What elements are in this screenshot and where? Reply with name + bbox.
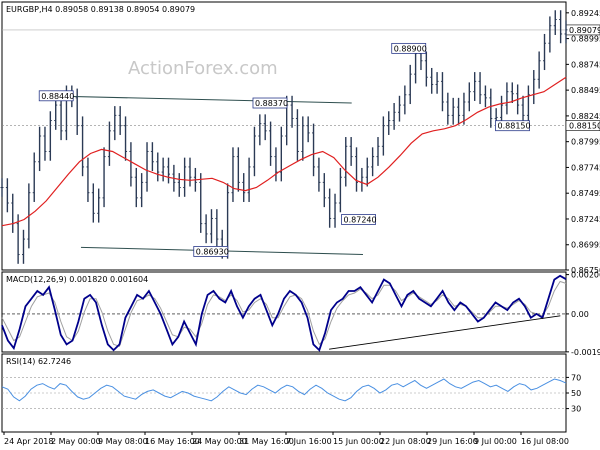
price-annotation-box <box>341 214 376 225</box>
rsi-y-tick-label: 70 <box>571 373 581 382</box>
macd-panel-frame <box>1 271 567 353</box>
price-y-tick-label: 0.89245 <box>571 9 600 18</box>
price-annotation-box <box>252 97 288 109</box>
x-axis-tick-label: 9 May 08:00 <box>98 437 148 446</box>
x-axis-tick-label: 29 Jun 16:00 <box>427 437 478 446</box>
price-annotation-box <box>495 120 530 132</box>
price-y-tick-label: 0.87495 <box>571 189 600 198</box>
price-y-tick-label: 0.88745 <box>571 60 600 69</box>
x-axis-tick-label: 16 May 16:00 <box>145 437 200 446</box>
price-y-tick-label: 0.87995 <box>571 138 600 147</box>
x-axis-tick-label: 7 Jun 16:00 <box>286 437 332 446</box>
reference-level-label: 0.88150 <box>569 122 600 131</box>
watermark: ActionForex.com <box>128 58 278 79</box>
price-annotation-label: 0.88440 <box>41 92 74 101</box>
moving-average-line <box>1 76 567 227</box>
macd-y-tick-label: 0.00 <box>571 310 589 319</box>
macd-line <box>1 274 567 352</box>
price-annotation-label: 0.88370 <box>255 99 288 108</box>
price-y-tick-label: 0.88995 <box>571 35 600 44</box>
reference-level-box <box>565 120 600 131</box>
x-axis-tick-label: 24 May 00:00 <box>192 437 247 446</box>
macd-y-tick-label: 0.002063 <box>571 271 600 280</box>
current-price-label: 0.89079 <box>569 26 600 35</box>
macd-trend-line <box>329 315 561 350</box>
x-axis-tick-label: 22 Jun 08:00 <box>380 437 431 446</box>
rsi-line <box>1 378 567 402</box>
rsi-panel-title: RSI(14) 62.7246 <box>6 357 71 366</box>
price-annotation-label: 0.86930 <box>196 247 229 256</box>
price-y-tick-label: 0.87245 <box>571 215 600 224</box>
price-y-tick-label: 0.86995 <box>571 241 600 250</box>
x-axis-tick-label: 31 May 16:00 <box>239 437 294 446</box>
rsi-y-tick-label: 50 <box>571 389 581 398</box>
price-annotation-label: 0.88150 <box>498 122 531 131</box>
x-axis-tick-label: 2 May 00:00 <box>51 437 101 446</box>
macd-panel-title: MACD(12,26,9) 0.001820 0.001604 <box>6 275 148 284</box>
macd-y-tick-label: -0.001992 <box>571 348 600 357</box>
price-annotation-box <box>38 90 74 102</box>
x-axis-tick-label: 9 Jul 00:00 <box>474 437 517 446</box>
price-panel-title: EURGBP,H4 0.89058 0.89138 0.89054 0.8907… <box>6 5 195 14</box>
channel-trend-line-1 <box>41 95 352 104</box>
price-y-tick-label: 0.88245 <box>571 112 600 121</box>
price-panel-frame <box>1 1 567 271</box>
price-annotation-label: 0.87240 <box>344 215 377 224</box>
price-annotation-box <box>193 246 229 257</box>
price-annotation-label: 0.88900 <box>394 44 427 53</box>
x-axis-tick-label: 24 Apr 2018 <box>4 437 53 446</box>
macd-signal-line <box>1 280 567 347</box>
price-annotation-box <box>391 42 427 54</box>
x-axis-tick-label: 15 Jun 00:00 <box>333 437 384 446</box>
rsi-y-tick-label: 30 <box>571 405 581 414</box>
price-y-tick-label: 0.88495 <box>571 86 600 95</box>
price-y-tick-label: 0.87745 <box>571 163 600 172</box>
x-axis-tick-label: 16 Jul 08:00 <box>521 437 569 446</box>
